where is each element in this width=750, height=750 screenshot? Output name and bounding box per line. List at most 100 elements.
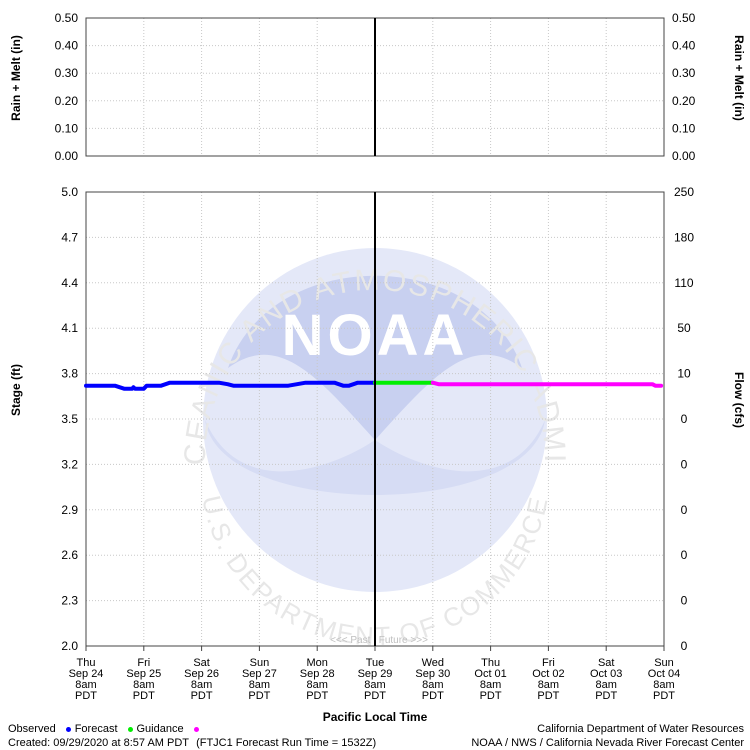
run-time-text: (FTJC1 Forecast Run Time = 1532Z) xyxy=(196,737,377,749)
flow-tick-label: 0 xyxy=(681,457,688,471)
precip-tick-left: 0.50 xyxy=(55,11,79,25)
x-tick-label-line: 8am xyxy=(422,679,443,691)
x-tick-label-line: PDT xyxy=(191,690,213,702)
flow-tick-label: 50 xyxy=(677,321,691,335)
x-tick-label-line: Sep 25 xyxy=(126,668,161,680)
x-tick-label-line: Oct 01 xyxy=(474,668,506,680)
flow-tick-label: 0 xyxy=(681,503,688,517)
x-tick-label-line: PDT xyxy=(653,690,675,702)
stage-tick-label: 3.5 xyxy=(61,412,78,426)
x-tick-label-line: 8am xyxy=(191,679,212,691)
precip-tick-left: 0.20 xyxy=(55,94,79,108)
precip-tick-right: 0.40 xyxy=(672,39,696,53)
x-tick-label-line: Sep 26 xyxy=(184,668,219,680)
x-tick-label-line: 8am xyxy=(133,679,154,691)
x-tick-label-line: Sep 27 xyxy=(242,668,277,680)
flow-tick-label: 180 xyxy=(674,230,694,244)
x-tick-label-line: 8am xyxy=(480,679,501,691)
series-guidance-line xyxy=(430,380,664,388)
legend-observed-dot xyxy=(65,726,71,732)
series-layer xyxy=(84,380,664,391)
created-line: Created: 09/29/2020 at 8:57 AM PDT (FTJC… xyxy=(8,737,380,749)
x-tick-label: Fri Oct 02 8am PDT xyxy=(532,657,564,702)
x-tick-label: Sat Oct 03 8am PDT xyxy=(590,657,622,702)
x-tick-label: Sat Sep 26 8am PDT xyxy=(184,657,219,702)
x-tick-label: Tue Sep 29 8am PDT xyxy=(358,657,393,702)
past-future-label: <<< Past Future >>> xyxy=(330,635,428,646)
x-tick-label-line: PDT xyxy=(480,690,502,702)
x-tick-label-line: Sep 30 xyxy=(415,668,450,680)
x-tick-label-line: 8am xyxy=(538,679,559,691)
legend: Observed Forecast Guidance xyxy=(8,723,203,735)
x-tick-label: Thu Oct 01 8am PDT xyxy=(474,657,506,702)
x-tick-label: Wed Sep 30 8am PDT xyxy=(415,657,450,702)
x-tick-label-line: Tue xyxy=(366,657,385,669)
x-tick-label-line: Sep 24 xyxy=(69,668,104,680)
x-tick-label-line: Wed xyxy=(422,657,444,669)
stage-ylabel-left: Stage (ft) xyxy=(9,364,23,416)
x-tick-label-line: PDT xyxy=(595,690,617,702)
flow-tick-label: 0 xyxy=(681,594,688,608)
stage-tick-label: 4.1 xyxy=(61,321,78,335)
agency-line-2: NOAA / NWS / California Nevada River For… xyxy=(471,737,744,749)
legend-forecast-dot xyxy=(127,726,133,732)
stage-tick-label: 4.4 xyxy=(61,276,78,290)
flow-ylabel-right: Flow (cfs) xyxy=(732,372,746,428)
x-tick-label-line: Thu xyxy=(481,657,500,669)
stage-tick-label: 3.8 xyxy=(61,367,78,381)
x-tick-label-line: 8am xyxy=(595,679,616,691)
flow-tick-label: 0 xyxy=(681,412,688,426)
watermark-logo-text: NOAA xyxy=(282,303,469,368)
precip-tick-right: 0.30 xyxy=(672,66,696,80)
x-tick-label-line: PDT xyxy=(133,690,155,702)
precip-tick-left: 0.30 xyxy=(55,66,79,80)
precip-tick-left: 0.00 xyxy=(55,149,79,163)
x-tick-label-line: Oct 03 xyxy=(590,668,622,680)
x-tick-label: Sun Oct 04 8am PDT xyxy=(648,657,680,702)
x-tick-label: Thu Sep 24 8am PDT xyxy=(69,657,104,702)
x-tick-label-line: 8am xyxy=(75,679,96,691)
precip-tick-right: 0.10 xyxy=(672,121,696,135)
agency-line-1: California Department of Water Resources xyxy=(537,723,744,735)
x-tick-label-line: Fri xyxy=(542,657,555,669)
x-tick-label-line: 8am xyxy=(364,679,385,691)
flow-tick-label: 10 xyxy=(677,367,691,381)
x-tick-label-line: Sep 28 xyxy=(300,668,335,680)
x-tick-label-line: Sep 29 xyxy=(358,668,393,680)
x-tick-label-line: Oct 02 xyxy=(532,668,564,680)
x-tick-label-line: PDT xyxy=(537,690,559,702)
legend-observed-label: Observed xyxy=(8,723,56,735)
x-tick-label-line: 8am xyxy=(653,679,674,691)
x-tick-label-line: Oct 04 xyxy=(648,668,680,680)
precip-tick-right: 0.20 xyxy=(672,94,696,108)
x-tick-label-line: PDT xyxy=(306,690,328,702)
precip-ylabel-left: Rain + Melt (in) xyxy=(9,35,23,121)
x-tick-label-line: PDT xyxy=(364,690,386,702)
created-text: Created: 09/29/2020 at 8:57 AM PDT xyxy=(8,737,190,749)
x-tick-label: Fri Sep 25 8am PDT xyxy=(126,657,161,702)
x-tick-label-line: Fri xyxy=(137,657,150,669)
flow-tick-label: 0 xyxy=(681,548,688,562)
x-axis-title: Pacific Local Time xyxy=(323,710,428,724)
legend-guidance-dot xyxy=(193,726,199,732)
stage-tick-label: 2.6 xyxy=(61,548,78,562)
flow-tick-label: 0 xyxy=(681,639,688,653)
x-tick-label-line: Sat xyxy=(193,657,210,669)
x-tick-label-line: Thu xyxy=(77,657,96,669)
precip-ylabel-right: Rain + Melt (in) xyxy=(732,35,746,121)
x-tick-label-line: PDT xyxy=(422,690,444,702)
x-tick-label-line: PDT xyxy=(75,690,97,702)
x-tick-label-line: Sun xyxy=(250,657,270,669)
x-tick-label-line: Mon xyxy=(306,657,327,669)
x-tick-label: Sun Sep 27 8am PDT xyxy=(242,657,277,702)
stage-tick-label: 4.7 xyxy=(61,230,78,244)
stage-tick-label: 2.3 xyxy=(61,594,78,608)
x-tick-label: Mon Sep 28 8am PDT xyxy=(300,657,335,702)
stage-tick-label: 3.2 xyxy=(61,457,78,471)
precip-tick-left: 0.10 xyxy=(55,121,79,135)
legend-forecast-label: Forecast xyxy=(74,723,118,735)
precip-axis-ticks: 0.50 0.50 0.40 0.40 0.30 0.30 0.20 0.20 0.10 0.10… xyxy=(55,11,696,163)
precip-tick-right: 0.50 xyxy=(672,11,696,25)
stage-axis-ticks: 5.0 250 4.7 180 4.4 110 4.1 50 3.8 10 3.5 0 3.2 0 2.9 0… xyxy=(61,185,694,653)
